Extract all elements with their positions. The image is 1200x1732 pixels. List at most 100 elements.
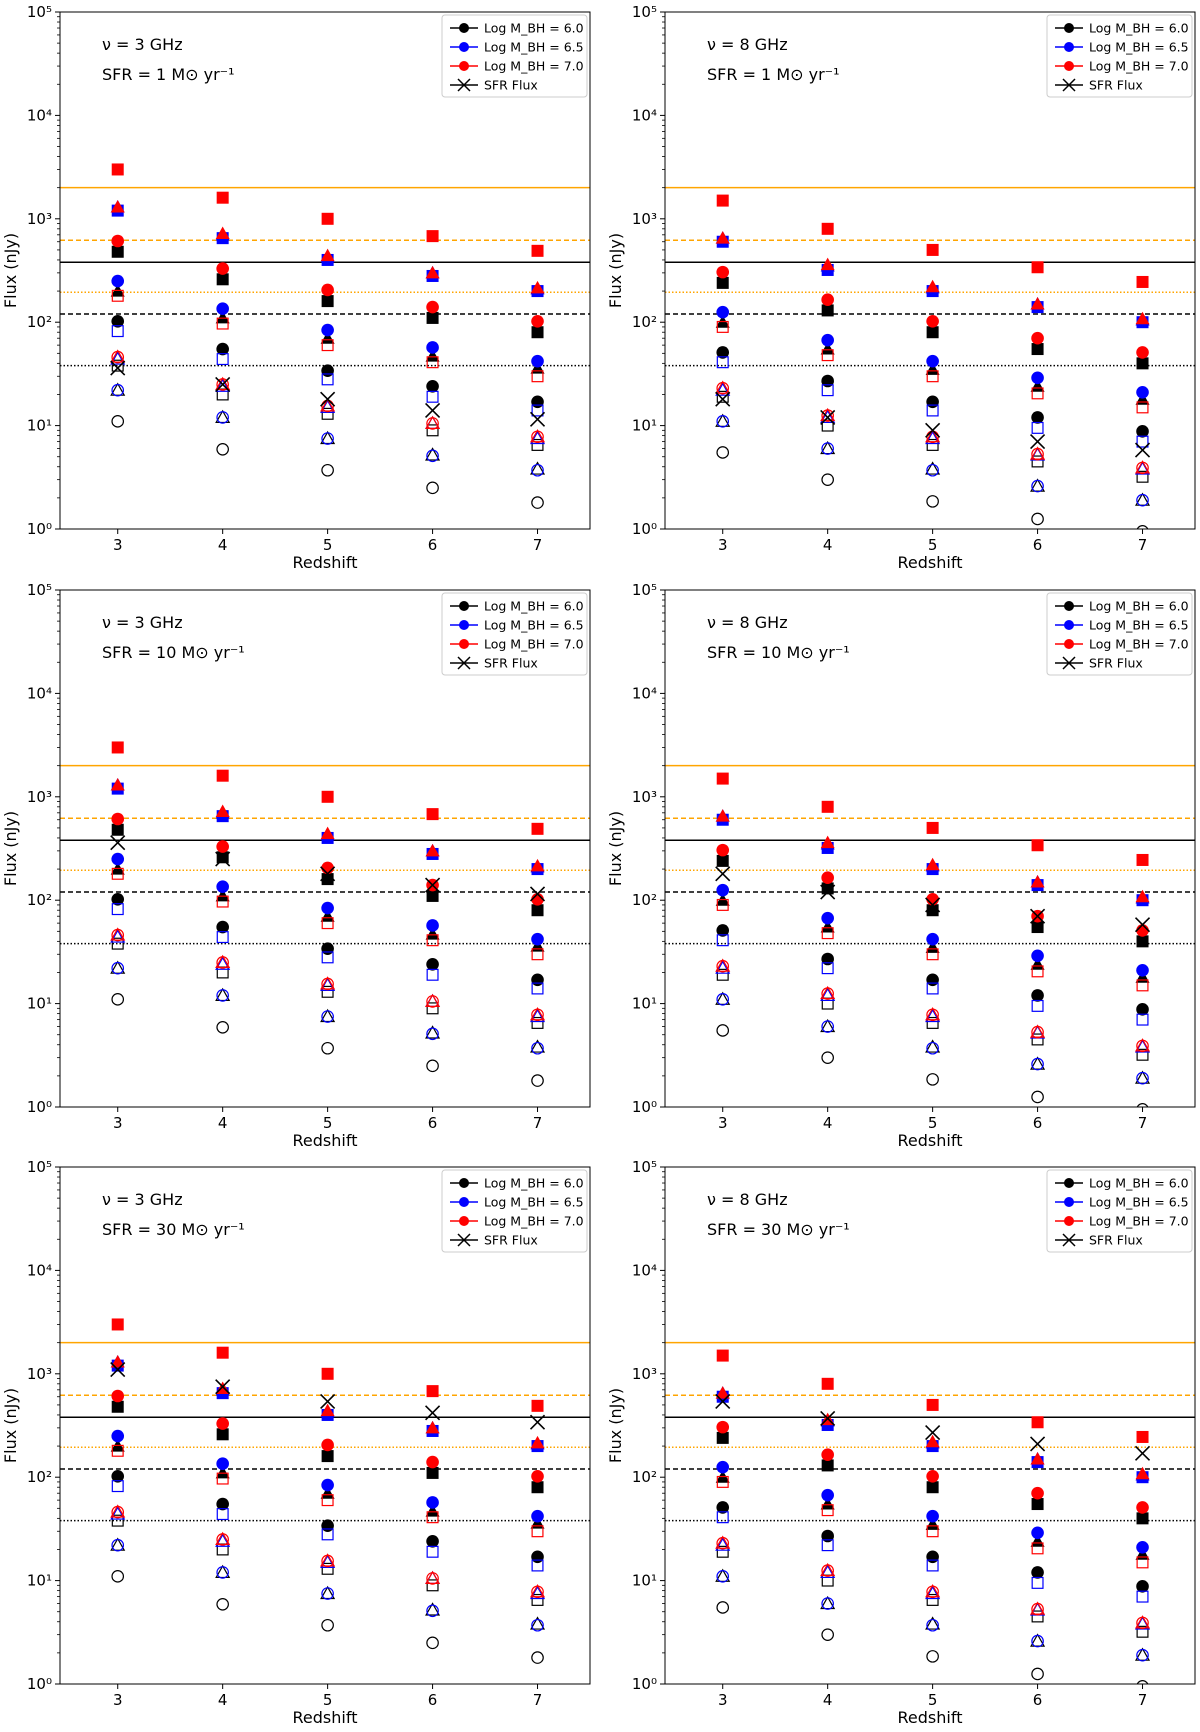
point-mbh60-filled-square-z3 <box>111 823 124 836</box>
point-mbh70-open-square-z7 <box>1136 1556 1149 1569</box>
point-mbh65-filled-circle-z5 <box>321 901 334 915</box>
y-tick-label: 10³ <box>27 210 52 228</box>
point-mbh65-filled-circle-z3 <box>716 1460 730 1474</box>
point-mbh60-filled-circle-z5 <box>321 1519 334 1532</box>
point-mbh70-filled-circle-z4 <box>216 840 229 853</box>
point-mbh70-filled-circle-z3 <box>716 843 730 857</box>
frequency-annotation: ν = 8 GHz <box>707 35 788 54</box>
point-mbh60-open-triangle-z5 <box>320 1008 336 1023</box>
point-mbh70-open-square-z5 <box>321 1494 334 1507</box>
point-mbh65-open-square-z6 <box>1031 999 1044 1012</box>
legend-label: Log M_BH = 6.0 <box>484 1176 584 1191</box>
point-mbh65-open-circle-z6 <box>426 1604 439 1618</box>
point-mbh70-open-circle-z6 <box>426 995 439 1008</box>
point-mbh60-open-circle-z4 <box>216 1597 229 1611</box>
point-mbh60-open-square-z6 <box>1031 1610 1044 1623</box>
point-mbh60-filled-square-z4 <box>216 1428 229 1441</box>
point-mbh60-open-triangle-z5 <box>320 430 336 445</box>
point-mbh60-filled-circle-z4 <box>216 1497 229 1511</box>
sfr-annotation: SFR = 10 M⊙ yr⁻¹ <box>102 643 245 662</box>
point-mbh65-filled-circle-z5 <box>321 1478 334 1492</box>
point-sfr-x-z3 <box>110 1361 126 1378</box>
point-mbh70-filled-square-z6 <box>426 808 439 821</box>
point-mbh60-open-triangle-z5 <box>925 1039 941 1053</box>
point-mbh65-open-triangle-z4 <box>820 987 836 1002</box>
y-tick-label: 10⁵ <box>27 3 52 21</box>
point-mbh65-open-square-z3 <box>111 325 124 338</box>
legend-label: Log M_BH = 6.5 <box>484 618 584 633</box>
point-mbh70-open-circle-z6 <box>426 1572 439 1585</box>
point-mbh70-open-triangle-z6 <box>1030 446 1046 460</box>
point-mbh70-filled-triangle-z6 <box>425 843 440 857</box>
point-mbh60-filled-square-z3 <box>111 1400 124 1413</box>
point-mbh65-open-circle-z6 <box>1031 479 1044 493</box>
x-tick-label: 6 <box>1033 536 1043 554</box>
point-mbh60-open-square-z3 <box>716 968 729 981</box>
point-mbh65-open-triangle-z4 <box>215 1533 231 1547</box>
point-mbh70-filled-square-z3 <box>111 741 124 754</box>
point-mbh65-filled-circle-z4 <box>821 333 834 347</box>
point-mbh70-open-circle-z7 <box>1136 461 1149 475</box>
x-tick-label: 4 <box>823 1691 833 1709</box>
point-mbh70-filled-triangle-z7 <box>1135 1466 1150 1480</box>
point-mbh70-filled-circle-z3 <box>716 265 730 279</box>
point-mbh60-filled-square-z3 <box>716 1431 729 1444</box>
point-mbh60-filled-circle-z5 <box>926 395 939 409</box>
legend-marker <box>459 1197 469 1207</box>
point-mbh70-open-square-z3 <box>111 289 124 302</box>
sfr-annotation: SFR = 30 M⊙ yr⁻¹ <box>102 1220 245 1239</box>
point-sfr-x-z3 <box>715 1393 731 1410</box>
point-mbh65-filled-circle-z3 <box>111 1429 125 1443</box>
point-mbh70-filled-triangle-z5 <box>320 248 335 262</box>
point-mbh60-filled-triangle-z5 <box>925 940 940 953</box>
legend: Log M_BH = 6.0 Log M_BH = 6.5 Log M_BH = 7… <box>441 1169 588 1253</box>
x-tick-label: 3 <box>718 536 728 554</box>
point-mbh65-filled-circle-z6 <box>426 341 439 354</box>
point-mbh60-filled-square-z7 <box>1136 1512 1149 1525</box>
point-mbh65-filled-circle-z4 <box>216 880 229 894</box>
point-mbh65-filled-circle-z7 <box>1136 385 1149 399</box>
point-mbh70-open-triangle-z7 <box>529 1007 546 1021</box>
point-mbh70-filled-square-z4 <box>216 1346 229 1359</box>
point-mbh65-filled-circle-z4 <box>821 911 834 925</box>
point-mbh60-filled-circle-z4 <box>216 342 229 356</box>
point-mbh65-open-square-z7 <box>1136 435 1149 448</box>
point-mbh65-filled-circle-z4 <box>216 1457 229 1471</box>
y-tick-label: 10³ <box>632 210 657 228</box>
x-tick-label: 7 <box>1138 536 1148 554</box>
point-sfr-x-z7 <box>529 411 546 427</box>
point-mbh70-open-circle-z7 <box>531 1585 544 1599</box>
point-mbh65-open-circle-z3 <box>111 961 125 975</box>
point-mbh60-filled-square-z7 <box>531 904 544 917</box>
point-mbh65-open-circle-z5 <box>926 1618 939 1632</box>
point-mbh70-filled-triangle-z7 <box>530 858 545 872</box>
point-mbh70-open-square-z7 <box>531 948 544 961</box>
point-mbh70-open-circle-z3 <box>716 959 730 973</box>
point-mbh60-open-circle-z5 <box>321 1618 334 1632</box>
point-mbh65-open-triangle-z5 <box>925 1008 941 1023</box>
point-mbh70-filled-triangle-z7 <box>1135 311 1150 325</box>
point-mbh60-filled-circle-z3 <box>716 346 730 359</box>
point-mbh70-open-circle-z6 <box>426 417 439 430</box>
point-mbh60-open-square-z6 <box>426 1579 439 1592</box>
point-mbh70-open-triangle-z7 <box>1134 1615 1151 1629</box>
y-axis-label: Flux (nJy) <box>1 811 20 886</box>
point-mbh70-filled-square-z7 <box>531 1399 544 1412</box>
panel-2: 3 4 5 6 7 10⁰ 10¹ 10² 10³ 10⁴ 10⁵ Redshift Flux (nJy… <box>606 3 1196 572</box>
point-mbh65-open-square-z7 <box>531 982 544 995</box>
legend-marker <box>1064 1216 1074 1226</box>
point-mbh70-filled-triangle-z3 <box>110 1355 125 1368</box>
point-mbh60-open-square-z6 <box>426 424 439 437</box>
point-sfr-x-z6 <box>425 1405 441 1421</box>
y-tick-label: 10⁵ <box>27 581 52 599</box>
point-mbh70-open-circle-z4 <box>216 378 229 391</box>
plot-area <box>60 1318 590 1664</box>
point-mbh70-open-circle-z5 <box>926 1008 939 1022</box>
point-mbh70-filled-square-z3 <box>111 1318 124 1331</box>
point-mbh65-open-triangle-z3 <box>110 351 126 365</box>
point-mbh70-open-square-z4 <box>216 1472 229 1485</box>
point-mbh70-open-triangle-z4 <box>215 1531 231 1546</box>
point-mbh65-open-circle-z3 <box>716 415 730 428</box>
point-mbh60-open-square-z7 <box>1136 1048 1149 1061</box>
